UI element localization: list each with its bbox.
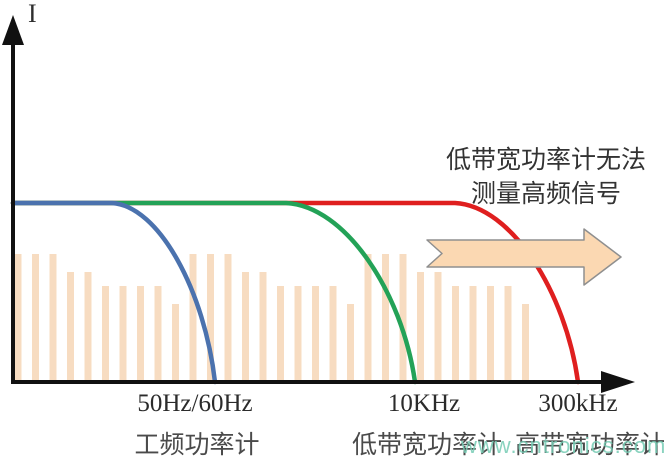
annotation-line-1: 低带宽功率计无法 bbox=[445, 147, 647, 174]
spectrum-bar bbox=[189, 254, 197, 382]
response-curve-10KHz bbox=[10, 200, 418, 385]
spectrum-bar bbox=[242, 272, 249, 382]
meter-label-low-bandwidth: 低带宽功率计 bbox=[351, 432, 503, 459]
spectrum-bar bbox=[137, 286, 144, 382]
spectrum-bar bbox=[119, 286, 127, 382]
spectrum-bar bbox=[522, 304, 529, 382]
spectrum-bar bbox=[67, 272, 74, 382]
spectrum-bar bbox=[347, 304, 354, 382]
spectrum-bar bbox=[452, 286, 459, 382]
spectrum-bar bbox=[172, 304, 179, 382]
spectrum-bar bbox=[259, 272, 267, 382]
x-axis-arrowhead-icon bbox=[601, 371, 635, 393]
spectrum-bar bbox=[399, 254, 407, 382]
meter-label-power-frequency: 工频功率计 bbox=[134, 432, 260, 459]
spectrum-bar bbox=[84, 272, 92, 382]
watermark: www.cntronics.com bbox=[461, 433, 667, 458]
y-axis-label: I bbox=[28, 0, 38, 28]
spectrum-bar bbox=[504, 286, 512, 382]
spectrum-bar bbox=[154, 286, 162, 382]
spectrum-bars bbox=[14, 254, 529, 382]
annotation-line-2: 测量高频信号 bbox=[470, 181, 622, 208]
spectrum-bar bbox=[294, 286, 302, 382]
spectrum-bar bbox=[277, 286, 284, 382]
spectrum-bar bbox=[312, 286, 319, 382]
x-tick-10khz: 10KHz bbox=[387, 390, 461, 417]
spectrum-bar bbox=[364, 254, 372, 382]
spectrum-bar bbox=[417, 272, 424, 382]
spectrum-bar bbox=[487, 286, 494, 382]
meter-label-high-bandwidth: 高带宽功率计 bbox=[514, 432, 666, 459]
spectrum-bar bbox=[224, 254, 232, 382]
spectrum-bar bbox=[434, 272, 442, 382]
spectrum-bar bbox=[469, 286, 477, 382]
x-tick-300khz: 300kHz bbox=[538, 390, 618, 417]
spectrum-bar bbox=[49, 254, 57, 382]
x-tick-50hz: 50Hz/60Hz bbox=[137, 390, 253, 417]
spectrum-bar bbox=[207, 254, 214, 382]
spectrum-bar bbox=[14, 254, 22, 382]
spectrum-bar bbox=[32, 254, 39, 382]
response-curve-50Hz/60Hz bbox=[10, 200, 218, 385]
spectrum-bar bbox=[382, 254, 389, 382]
y-axis-arrowhead-icon bbox=[2, 15, 24, 45]
spectrum-bar bbox=[329, 286, 337, 382]
spectrum-bar bbox=[102, 286, 109, 382]
annotation-text: 低带宽功率计无法 测量高频信号 bbox=[446, 144, 646, 212]
right-arrow-icon bbox=[426, 228, 622, 286]
